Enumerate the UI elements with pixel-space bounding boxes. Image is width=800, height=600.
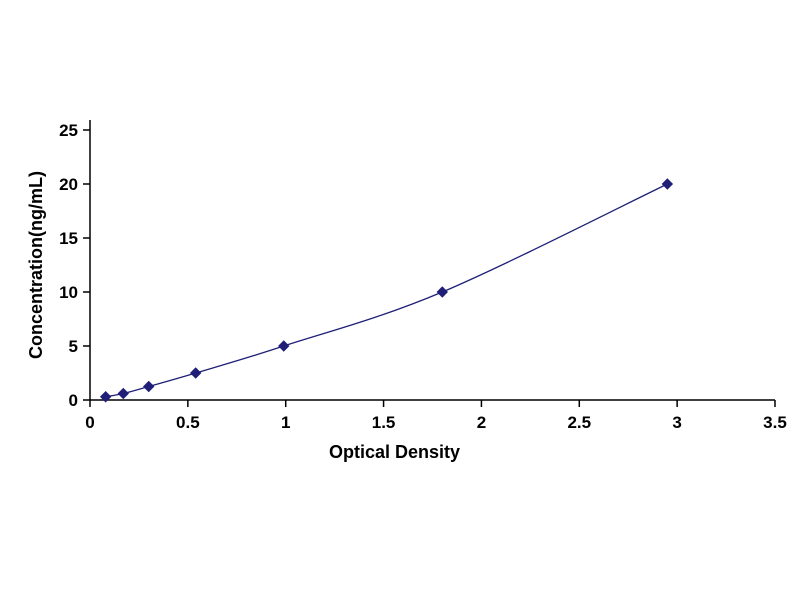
data-point-marker xyxy=(278,340,290,352)
x-axis-label: Optical Density xyxy=(329,442,460,462)
data-point-marker xyxy=(99,391,112,403)
x-tick-label: 2 xyxy=(477,413,486,432)
y-tick-label: 25 xyxy=(59,121,78,140)
y-tick-label: 0 xyxy=(69,391,78,410)
data-point-marker xyxy=(143,380,155,393)
x-tick-label: 1.5 xyxy=(372,413,396,432)
y-tick-label: 15 xyxy=(59,229,78,248)
x-tick-label: 3.5 xyxy=(763,413,787,432)
x-tick-label: 1 xyxy=(281,413,290,432)
y-tick-label: 5 xyxy=(69,337,78,356)
x-tick-label: 0.5 xyxy=(176,413,200,432)
y-tick-label: 10 xyxy=(59,283,78,302)
x-tick-label: 3 xyxy=(672,413,681,432)
data-point-marker xyxy=(117,387,129,400)
data-point-marker xyxy=(661,178,674,190)
y-tick-label: 20 xyxy=(59,175,78,194)
data-point-marker xyxy=(436,286,448,298)
curve-line xyxy=(105,183,668,398)
x-tick-label: 2.5 xyxy=(567,413,591,432)
y-axis-label: Concentration(ng/mL) xyxy=(26,171,46,359)
x-tick-label: 0 xyxy=(85,413,94,432)
data-point-marker xyxy=(189,367,202,379)
